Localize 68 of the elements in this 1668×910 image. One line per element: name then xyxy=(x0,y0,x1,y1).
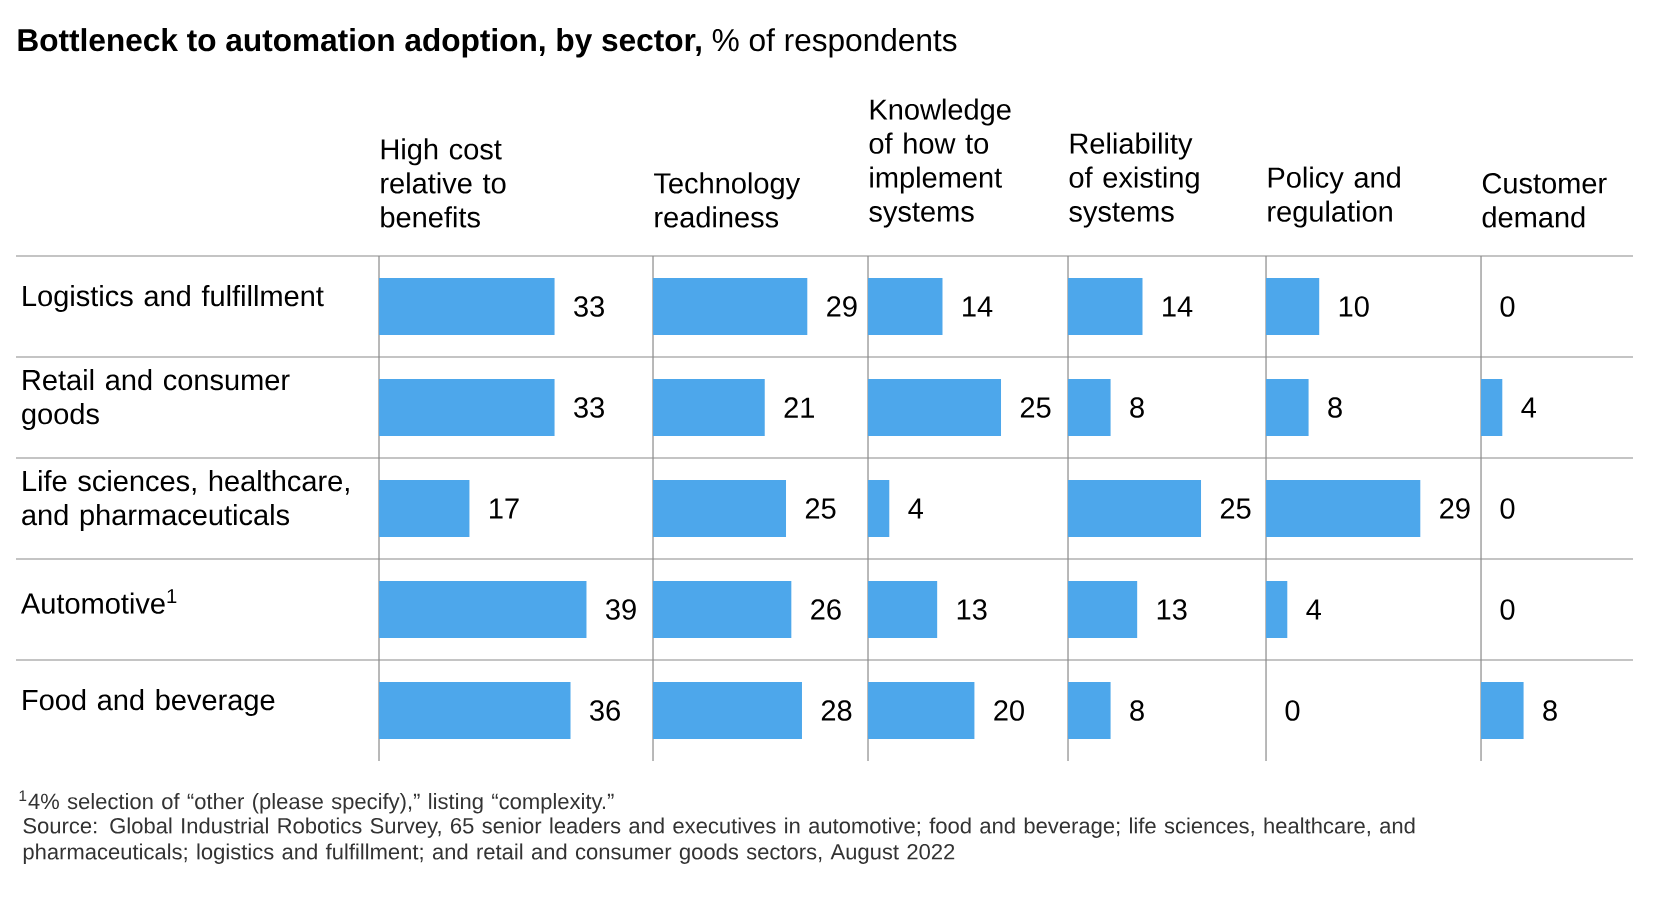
bar xyxy=(653,480,787,538)
data-label: 13 xyxy=(957,599,987,620)
bar xyxy=(1068,379,1111,437)
source-note: Source: Global Industrial Robotics Survey, 65 senior leaders and executives in automotive; food and beverage; life sciences, healthcare, and pharmaceuticals; logistics and fulfillment; and retail and consumer goods sectors, August 2022 xyxy=(23,817,1415,864)
data-label: 4 xyxy=(1521,397,1536,418)
data-label: 21 xyxy=(784,397,814,418)
data-label: 4 xyxy=(908,498,923,519)
data-label: 8 xyxy=(1543,700,1557,721)
data-label: 29 xyxy=(827,296,857,317)
bar xyxy=(653,581,792,639)
bar xyxy=(1068,682,1111,740)
bar xyxy=(379,581,587,639)
y-tick-label: Automotive$^{1}$ xyxy=(21,589,177,614)
data-label: 25 xyxy=(1020,397,1051,418)
data-label: 8 xyxy=(1328,397,1342,418)
bar xyxy=(868,480,890,538)
chart-title: Reliability of existing systems xyxy=(1069,132,1199,228)
bar xyxy=(1068,581,1138,639)
data-label: 14 xyxy=(1163,296,1193,317)
text: $^{1}$4% selection of “other (please specify),” listing “complexity.” xyxy=(19,790,614,814)
data-label: 17 xyxy=(490,498,519,519)
data-label: 14 xyxy=(963,296,993,317)
chart-title: Policy and regulation xyxy=(1268,166,1400,228)
bar xyxy=(653,682,802,740)
data-label: 8 xyxy=(1130,397,1144,418)
data-label: 13 xyxy=(1157,599,1187,620)
bar xyxy=(653,278,808,336)
bar xyxy=(868,581,938,639)
bar xyxy=(1266,379,1309,437)
data-label: 33 xyxy=(574,296,604,317)
bar xyxy=(1266,278,1320,336)
bar xyxy=(1266,581,1288,639)
bar xyxy=(379,379,555,437)
data-label: 39 xyxy=(605,599,636,620)
data-label: 25 xyxy=(805,498,836,519)
data-label: 4 xyxy=(1306,599,1321,620)
y-tick-label: Logistics and fulfillment xyxy=(23,284,324,313)
bar xyxy=(1068,480,1202,538)
bar xyxy=(868,278,943,336)
chart-title: High cost relative to benefits xyxy=(381,138,506,228)
data-label: 20 xyxy=(994,700,1024,721)
data-label: 8 xyxy=(1130,700,1144,721)
bar xyxy=(379,278,555,336)
chart-title: Knowledge of how to implement systems xyxy=(869,98,1011,228)
bar xyxy=(868,379,1002,437)
text: Bottleneck to automation adoption, by sector, % of respondents xyxy=(18,28,957,58)
data-label: 29 xyxy=(1440,498,1470,519)
bar xyxy=(653,379,765,437)
data-label: 28 xyxy=(821,700,852,721)
y-tick-label: Food and beverage xyxy=(23,688,275,717)
bar xyxy=(379,480,470,538)
bar xyxy=(1266,480,1421,538)
data-label: 33 xyxy=(574,397,604,418)
bar xyxy=(868,682,975,740)
data-label: 0 xyxy=(1500,599,1515,620)
data-label: 26 xyxy=(811,599,841,620)
data-label: 0 xyxy=(1500,296,1515,317)
bar xyxy=(1068,278,1143,336)
chart-title: Customer demand xyxy=(1482,173,1607,228)
data-label: 25 xyxy=(1220,498,1251,519)
y-tick-label: Retail and consumer goods xyxy=(22,368,290,431)
data-label: 36 xyxy=(590,700,620,721)
y-tick-label: Life sciences, healthcare, and pharmaceuticals xyxy=(22,469,349,532)
chart-title: Technology readiness xyxy=(654,172,801,228)
data-label: 10 xyxy=(1339,296,1369,317)
data-label: 0 xyxy=(1500,498,1515,519)
data-label: 0 xyxy=(1285,700,1300,721)
bar xyxy=(379,682,571,740)
